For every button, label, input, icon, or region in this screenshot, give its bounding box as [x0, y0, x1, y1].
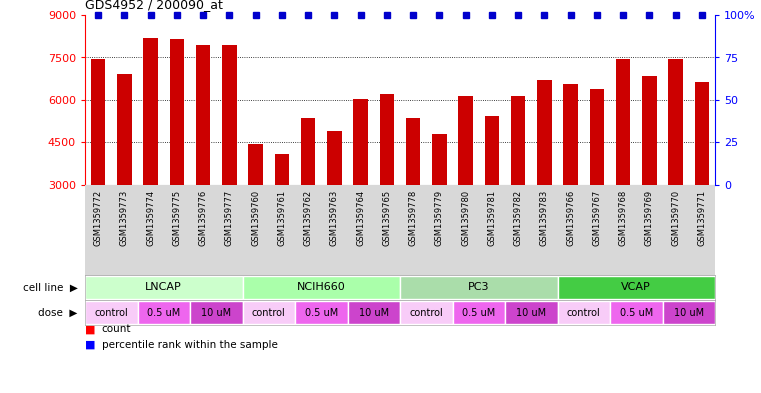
Bar — [85, 276, 243, 299]
Text: GSM1359783: GSM1359783 — [540, 189, 549, 246]
Bar — [511, 96, 525, 185]
Bar — [563, 84, 578, 185]
Bar — [353, 99, 368, 185]
Bar — [610, 301, 663, 324]
Bar — [485, 116, 499, 185]
Text: cell line  ▶: cell line ▶ — [23, 283, 78, 292]
Bar — [117, 75, 132, 185]
Text: 0.5 uM: 0.5 uM — [462, 307, 495, 318]
Text: LNCAP: LNCAP — [145, 283, 182, 292]
Bar — [590, 89, 604, 185]
Text: control: control — [409, 307, 443, 318]
Bar — [663, 301, 715, 324]
Text: GSM1359769: GSM1359769 — [645, 189, 654, 246]
Bar — [85, 301, 138, 324]
Text: GSM1359765: GSM1359765 — [382, 189, 391, 246]
Text: NCIH660: NCIH660 — [297, 283, 345, 292]
Bar — [348, 301, 400, 324]
Text: GDS4952 / 200090_at: GDS4952 / 200090_at — [85, 0, 223, 11]
Bar — [668, 59, 683, 185]
Text: GSM1359763: GSM1359763 — [330, 189, 339, 246]
Text: control: control — [567, 307, 600, 318]
Text: GSM1359776: GSM1359776 — [199, 189, 208, 246]
Bar — [432, 134, 447, 185]
Bar — [327, 131, 342, 185]
Bar — [537, 80, 552, 185]
Bar — [406, 118, 420, 185]
Bar — [190, 301, 243, 324]
Text: 10 uM: 10 uM — [201, 307, 231, 318]
Text: GSM1359772: GSM1359772 — [94, 189, 103, 246]
Bar — [458, 96, 473, 185]
Text: GSM1359768: GSM1359768 — [619, 189, 628, 246]
Text: dose  ▶: dose ▶ — [38, 307, 78, 318]
Text: GSM1359777: GSM1359777 — [224, 189, 234, 246]
Text: GSM1359774: GSM1359774 — [146, 189, 155, 246]
Bar — [400, 276, 558, 299]
Bar — [400, 301, 453, 324]
Text: VCAP: VCAP — [622, 283, 651, 292]
Text: control: control — [252, 307, 285, 318]
Text: ■: ■ — [85, 324, 95, 334]
Text: GSM1359764: GSM1359764 — [356, 189, 365, 246]
Text: GSM1359766: GSM1359766 — [566, 189, 575, 246]
Text: GSM1359778: GSM1359778 — [409, 189, 418, 246]
Text: count: count — [102, 324, 131, 334]
Text: 10 uM: 10 uM — [673, 307, 704, 318]
Text: GSM1359773: GSM1359773 — [120, 189, 129, 246]
Bar — [222, 45, 237, 185]
Bar — [642, 76, 657, 185]
Bar — [91, 59, 105, 185]
Text: GSM1359771: GSM1359771 — [697, 189, 706, 246]
Text: 0.5 uM: 0.5 uM — [147, 307, 180, 318]
Bar — [170, 39, 184, 185]
Text: GSM1359762: GSM1359762 — [304, 189, 313, 246]
Bar — [558, 276, 715, 299]
Bar — [295, 301, 348, 324]
Text: GSM1359782: GSM1359782 — [514, 189, 523, 246]
Text: 0.5 uM: 0.5 uM — [619, 307, 653, 318]
Text: ■: ■ — [85, 340, 95, 350]
Bar — [301, 118, 315, 185]
Bar — [616, 59, 630, 185]
Bar — [143, 38, 158, 185]
Text: GSM1359775: GSM1359775 — [173, 189, 181, 246]
Text: control: control — [94, 307, 128, 318]
Bar — [196, 45, 210, 185]
Bar — [380, 94, 394, 185]
Text: GSM1359767: GSM1359767 — [592, 189, 601, 246]
Text: GSM1359780: GSM1359780 — [461, 189, 470, 246]
Text: 10 uM: 10 uM — [358, 307, 389, 318]
Bar — [505, 301, 558, 324]
Bar — [248, 144, 263, 185]
Text: GSM1359779: GSM1359779 — [435, 189, 444, 246]
Text: PC3: PC3 — [468, 283, 489, 292]
Text: 0.5 uM: 0.5 uM — [304, 307, 338, 318]
Text: percentile rank within the sample: percentile rank within the sample — [102, 340, 278, 350]
Bar — [695, 82, 709, 185]
Bar — [275, 154, 289, 185]
Text: GSM1359781: GSM1359781 — [487, 189, 496, 246]
Bar — [243, 301, 295, 324]
Bar — [243, 276, 400, 299]
Bar — [558, 301, 610, 324]
Bar — [138, 301, 190, 324]
Bar — [453, 301, 505, 324]
Text: GSM1359761: GSM1359761 — [277, 189, 286, 246]
Text: GSM1359770: GSM1359770 — [671, 189, 680, 246]
Text: 10 uM: 10 uM — [516, 307, 546, 318]
Text: GSM1359760: GSM1359760 — [251, 189, 260, 246]
